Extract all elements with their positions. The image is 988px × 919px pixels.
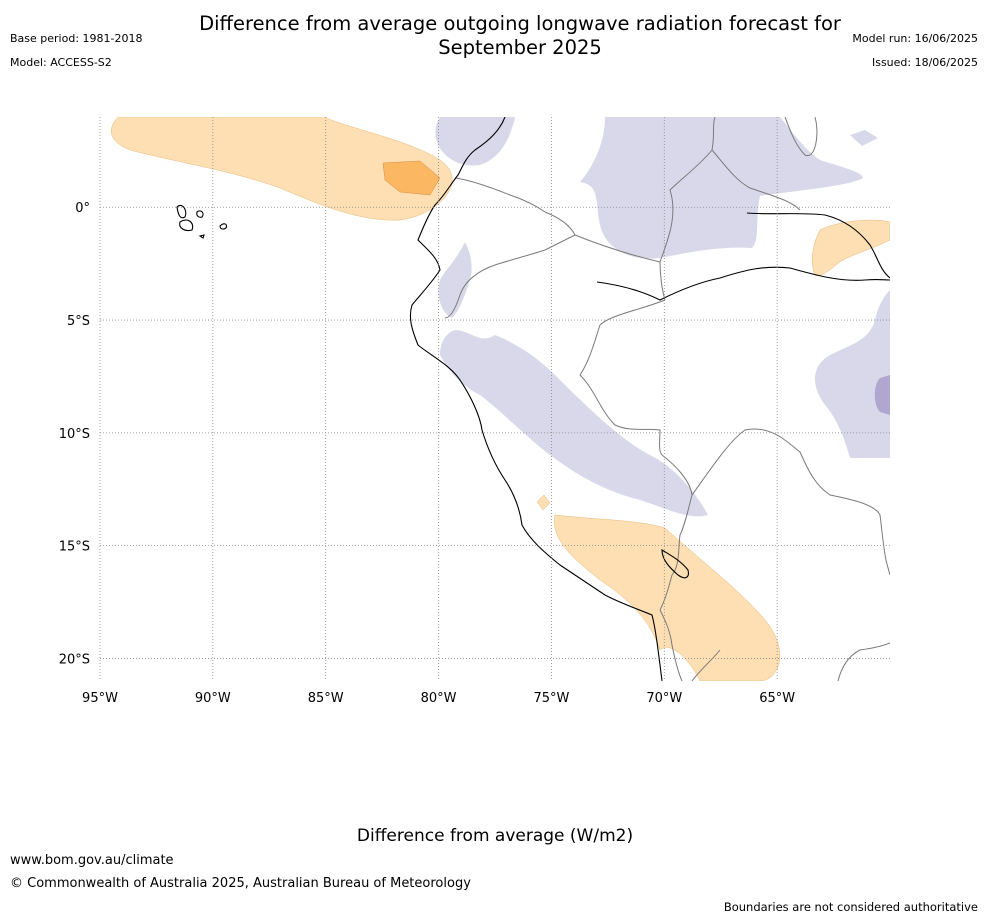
issued-date: Issued: 18/06/2025 xyxy=(871,56,978,69)
lat-tick-label: 15°S xyxy=(59,540,90,555)
lake-titicaca xyxy=(661,549,689,579)
anomaly-region-north-negative-2 xyxy=(580,117,863,259)
boundary-venezuela-brazil xyxy=(711,149,801,211)
lat-tick-label: 20°S xyxy=(59,652,90,667)
title-line-1: Difference from average outgoing longwav… xyxy=(199,12,841,35)
anomaly-region-south-positive xyxy=(554,514,781,681)
colorbar-label: Difference from average (W/m2) xyxy=(356,826,634,846)
map-fields xyxy=(111,117,890,681)
title-line-2: September 2025 xyxy=(438,36,602,59)
lon-tick-label: 65°W xyxy=(759,691,795,706)
lon-tick-label: 85°W xyxy=(308,691,344,706)
boundary-guyana xyxy=(784,117,818,157)
anomaly-region-central-negative xyxy=(440,330,708,517)
amazon-river xyxy=(596,266,890,301)
boundary-colombia-venezuela xyxy=(659,117,716,263)
lat-tick-label: 5°S xyxy=(67,314,90,329)
anomaly-region-small-negative-ne xyxy=(850,130,878,146)
lon-tick-label: 90°W xyxy=(195,691,231,706)
anomaly-region-north-negative-1 xyxy=(435,117,515,166)
boundary-ecuador-peru xyxy=(444,211,576,319)
coastline-caribbean xyxy=(746,212,890,279)
island-galapagos-4 xyxy=(219,223,228,230)
island-galapagos-1 xyxy=(176,204,187,219)
anomaly-region-east-negative xyxy=(814,290,890,458)
meta-left: Base period: 1981-2018 Model: ACCESS-S2 xyxy=(10,32,142,80)
boundary-colombia-peru-brazil xyxy=(574,234,666,301)
lon-tick-label: 70°W xyxy=(646,691,682,706)
footer-link[interactable]: www.bom.gov.au/climate xyxy=(10,853,174,868)
lat-tick-label: 10°S xyxy=(59,427,90,442)
lon-tick-label: 95°W xyxy=(82,691,118,706)
anomaly-region-coastal-negative xyxy=(438,242,472,318)
boundary-peru-bolivia xyxy=(659,454,693,611)
axis-tick-labels: 95°W 90°W 85°W 80°W 75°W 70°W 65°W 0° 5°S 10°S 15°… xyxy=(59,201,796,706)
anomaly-region-east-strong-negative xyxy=(874,375,890,415)
boundary-colombia-ecuador xyxy=(454,177,546,213)
footer-note: Boundaries are not considered authoritat… xyxy=(723,900,978,914)
base-period: Base period: 1981-2018 xyxy=(10,32,143,45)
anomaly-region-small-positive xyxy=(536,494,551,511)
anomaly-region-northwest-strong xyxy=(382,160,441,196)
meta-right: Model run: 16/06/2025 Issued: 18/06/2025 xyxy=(852,32,978,80)
island-galapagos-5 xyxy=(198,234,205,239)
gridlines xyxy=(99,117,890,681)
footer-copyright: © Commonwealth of Australia 2025, Austra… xyxy=(10,876,471,891)
model-run: Model run: 16/06/2025 xyxy=(852,32,978,45)
anomaly-region-northwest-positive xyxy=(111,117,453,221)
coastline-pacific xyxy=(409,117,663,681)
boundary-peru-brazil xyxy=(579,299,666,456)
model-name: Model: ACCESS-S2 xyxy=(10,56,112,69)
boundary-bolivia-brazil xyxy=(691,428,890,576)
island-galapagos-3 xyxy=(196,210,204,218)
map-figure: 95°W 90°W 85°W 80°W 75°W 70°W 65°W 0° 5°S 10°S 15°… xyxy=(59,117,890,706)
lon-tick-label: 75°W xyxy=(533,691,569,706)
coastlines xyxy=(176,117,890,681)
island-galapagos-2 xyxy=(179,219,194,232)
lon-tick-label: 80°W xyxy=(421,691,457,706)
map-title: Difference from average outgoing longwav… xyxy=(160,12,880,60)
lat-tick-label: 0° xyxy=(75,201,90,216)
boundary-bolivia-argentina xyxy=(691,642,890,681)
anomaly-region-northeast-positive xyxy=(812,219,890,276)
